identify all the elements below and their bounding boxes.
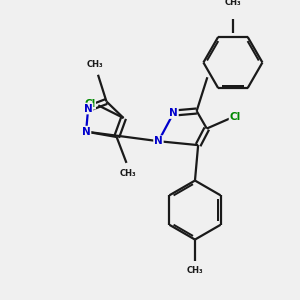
- Text: CH₃: CH₃: [120, 169, 136, 178]
- Text: CH₃: CH₃: [87, 60, 104, 69]
- Text: CH₃: CH₃: [187, 266, 203, 275]
- Text: N: N: [82, 127, 91, 136]
- Text: N: N: [154, 136, 163, 146]
- Text: Cl: Cl: [229, 112, 241, 122]
- Text: CH₃: CH₃: [225, 0, 241, 7]
- Text: N: N: [84, 103, 92, 113]
- Text: N: N: [169, 108, 178, 118]
- Text: Cl: Cl: [84, 99, 95, 109]
